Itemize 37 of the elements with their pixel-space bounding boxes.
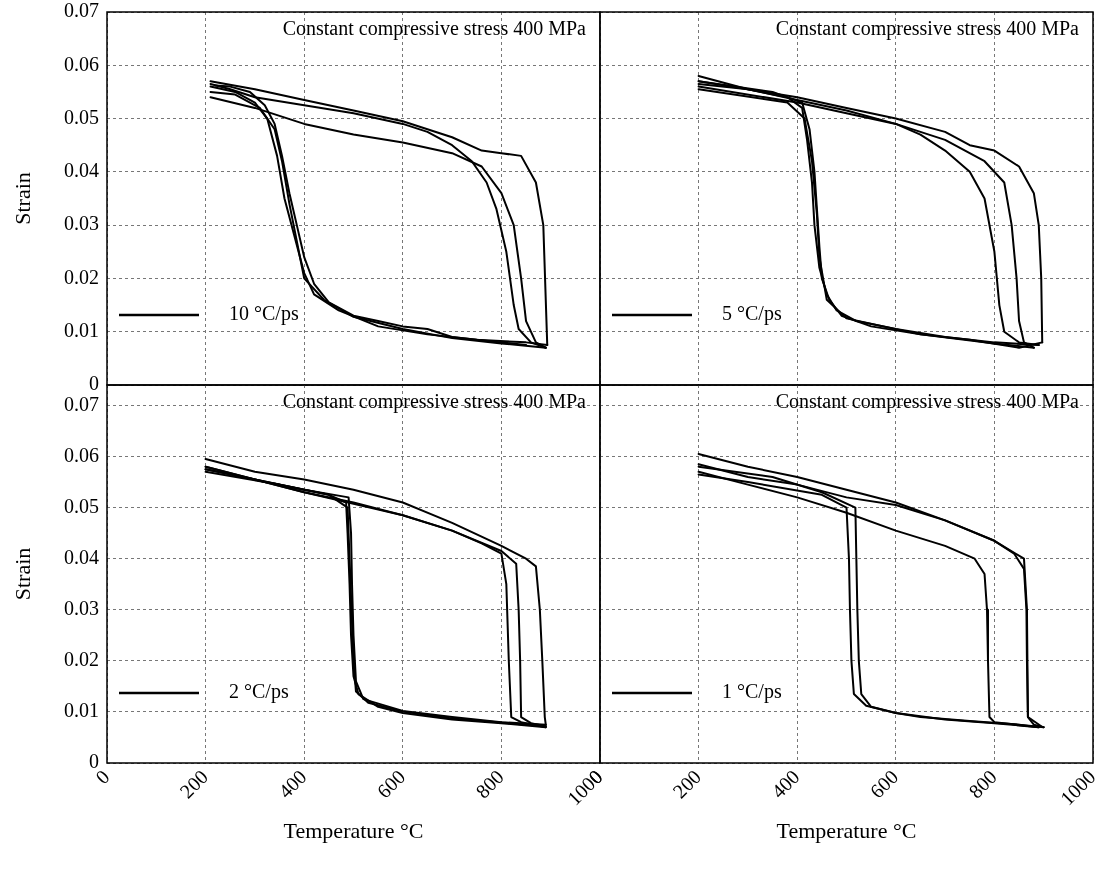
x-tick-label: 600 — [372, 765, 410, 803]
y-tick-label: 0.05 — [64, 494, 99, 517]
y-tick-label: 0.06 — [64, 443, 99, 466]
x-tick-label: 200 — [668, 765, 706, 803]
legend-label: 1 °C/ps — [722, 680, 782, 704]
y-tick-label: 0.01 — [64, 318, 99, 341]
y-tick-label: 0.02 — [64, 648, 99, 671]
x-tick-label: 400 — [273, 765, 311, 803]
legend-label: 10 °C/ps — [229, 302, 299, 326]
y-tick-label: 0.02 — [64, 265, 99, 288]
y-tick-label: 0.04 — [64, 545, 99, 568]
x-tick-label: 800 — [471, 765, 508, 803]
x-tick-label: 1000 — [1055, 765, 1100, 810]
y-tick-label: 0.07 — [64, 0, 99, 22]
legend-label: 2 °C/ps — [229, 680, 289, 704]
annotation: Constant compressive stress 400 MPa — [282, 390, 587, 414]
x-tick-label: 200 — [175, 765, 213, 803]
x-axis-title: Temperature °C — [283, 817, 424, 843]
y-axis-title: Strain — [9, 172, 35, 225]
y-tick-label: 0.07 — [64, 392, 99, 415]
y-tick-label: 0.03 — [64, 212, 99, 235]
y-axis-title: Strain — [9, 547, 35, 601]
annotation: Constant compressive stress 400 MPa — [775, 390, 1080, 414]
x-tick-label: 400 — [766, 765, 804, 803]
annotation: Constant compressive stress 400 MPa — [282, 17, 587, 41]
y-tick-label: 0.06 — [64, 52, 99, 75]
x-axis-title: Temperature °C — [776, 817, 917, 843]
y-tick-label: 0.01 — [64, 699, 99, 722]
y-tick-label: 0.03 — [64, 597, 99, 620]
x-tick-label: 800 — [964, 765, 1001, 803]
legend-label: 5 °C/ps — [722, 302, 782, 326]
y-tick-label: 0 — [89, 750, 99, 773]
y-tick-label: 0 — [89, 372, 99, 395]
y-tick-label: 0.05 — [64, 105, 99, 128]
annotation: Constant compressive stress 400 MPa — [775, 17, 1080, 41]
x-tick-label: 600 — [865, 765, 903, 803]
y-tick-label: 0.04 — [64, 159, 99, 182]
